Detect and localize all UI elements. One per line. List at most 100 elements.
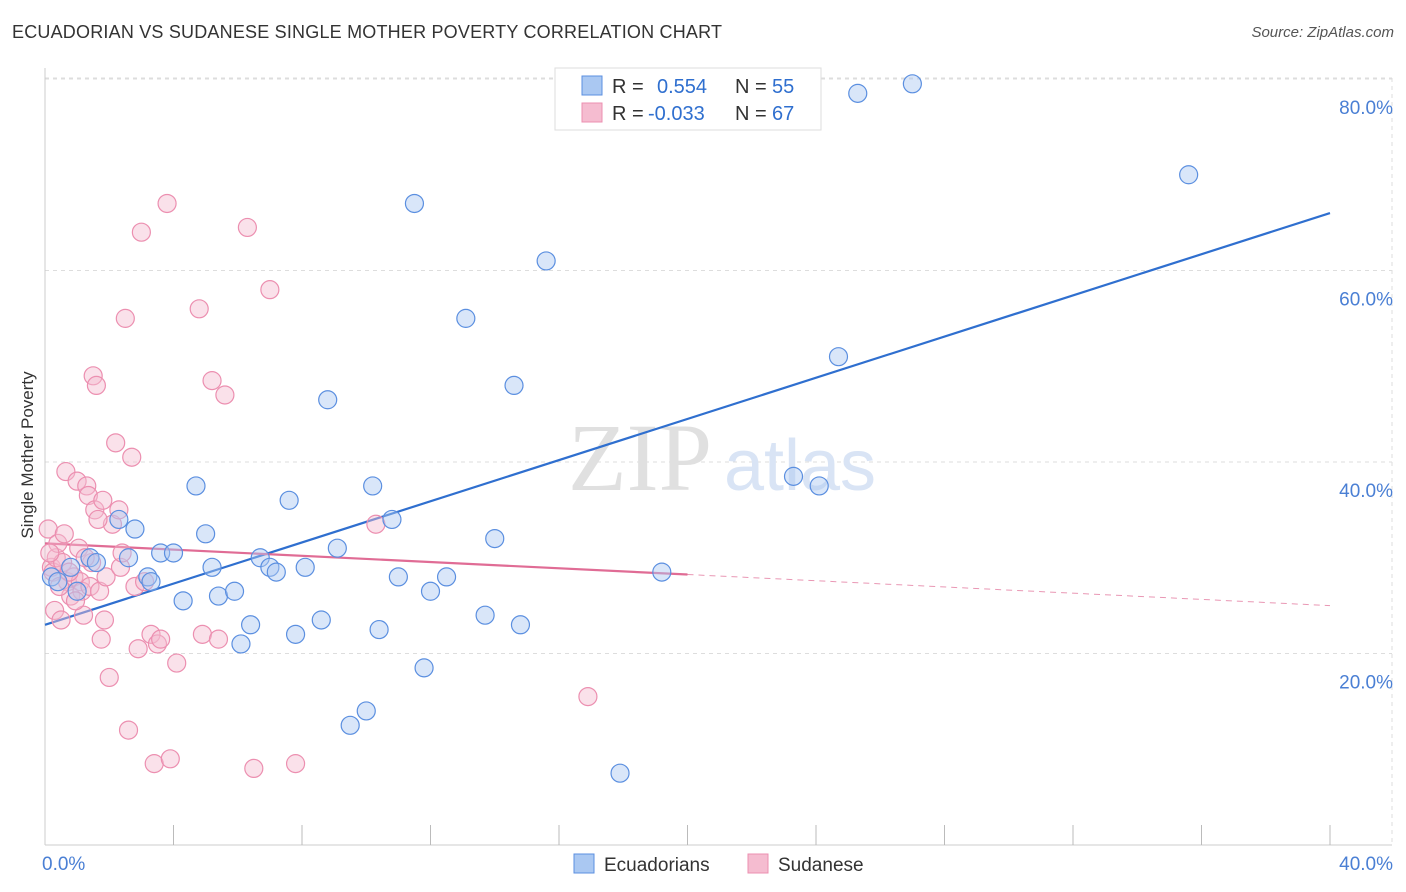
ecuadorian-point xyxy=(828,347,849,367)
ecuadorian-point xyxy=(208,586,229,606)
sudanese-point xyxy=(73,605,94,625)
ecuadorian-point xyxy=(504,375,524,395)
sudanese-point xyxy=(110,557,131,577)
sudanese-point xyxy=(244,758,264,779)
sudanese-point xyxy=(96,567,116,587)
ecuadorian-point xyxy=(369,619,389,640)
legend-r-value-1: -0.033 xyxy=(648,103,705,125)
correlation-legend: R = 0.554 N = 55 R = -0.033 N = 67 xyxy=(554,67,822,131)
watermark: ZIP atlas xyxy=(568,404,876,511)
ecuadorian-point xyxy=(610,763,630,783)
sudanese-point xyxy=(160,749,180,769)
legend-ecuadorians-label: Ecuadorians xyxy=(604,855,710,876)
ecuadorian-point xyxy=(485,528,505,549)
sudanese-point xyxy=(99,667,119,688)
sudanese-point xyxy=(80,576,100,597)
sudanese-point xyxy=(366,514,386,534)
ecuadorian-point xyxy=(318,390,338,410)
sudanese-point xyxy=(215,385,235,405)
ecuadorian-point xyxy=(109,509,129,530)
ecuadorian-point xyxy=(848,83,868,103)
grid-lines xyxy=(45,77,1393,845)
ecuadorian-point xyxy=(404,193,425,214)
ecuadorian-point xyxy=(241,615,261,635)
sudanese-point xyxy=(118,720,139,740)
y-axis-title: Single Mother Poverty xyxy=(18,371,37,539)
ecuadorian-point xyxy=(783,466,804,486)
sudanese-point xyxy=(51,610,71,630)
x-tick-label-start: 0.0% xyxy=(42,854,85,875)
sudanese-point xyxy=(90,581,110,601)
ecuadorian-point xyxy=(327,538,347,558)
ecuadorian-point xyxy=(295,557,315,577)
chart-title: ECUADORIAN VS SUDANESE SINGLE MOTHER POV… xyxy=(12,22,723,42)
sudanese-point xyxy=(77,476,97,496)
source-credit: Source: ZipAtlas.com xyxy=(1251,24,1394,41)
legend-ecuadorians-swatch xyxy=(573,853,595,874)
sudanese-point xyxy=(285,754,306,774)
ecuadorian-point xyxy=(61,557,81,577)
trend-lines xyxy=(44,212,1331,626)
ecuadorian-point xyxy=(902,74,922,94)
sudanese-point xyxy=(131,222,151,242)
ecuadorian-point xyxy=(118,548,139,568)
sudanese-point xyxy=(189,299,209,319)
legend-n-label-1: N = xyxy=(735,103,767,125)
ecuadorian-points xyxy=(41,74,1199,783)
sudanese-point xyxy=(40,543,60,563)
sudanese-point xyxy=(54,524,74,544)
sudanese-point xyxy=(65,591,86,611)
ecuadorian-point xyxy=(536,251,556,271)
x-tick-label-end: 40.0% xyxy=(1339,854,1393,875)
sudanese-point xyxy=(151,629,171,649)
ecuadorian-point xyxy=(1179,165,1199,185)
sudanese-point xyxy=(86,375,107,395)
ecuadorian-point xyxy=(224,581,245,601)
ecuadorian-point xyxy=(163,543,184,563)
ecuadorian-point xyxy=(125,519,145,539)
ecuadorian-point xyxy=(420,581,441,601)
sudanese-point xyxy=(45,600,65,621)
ecuadorian-point xyxy=(141,572,161,592)
ecuadorian-point xyxy=(285,624,306,644)
legend-swatch-pink xyxy=(581,102,603,123)
ecuadorian-point xyxy=(173,591,193,611)
ecuadorian-point xyxy=(279,490,299,510)
ecuadorian-point xyxy=(456,308,476,328)
ecuadorian-point xyxy=(414,658,434,678)
ecuadorian-point xyxy=(809,476,829,496)
ecuadorian-point xyxy=(356,701,376,721)
series-legend: Ecuadorians Sudanese xyxy=(573,853,864,876)
sudanese-point xyxy=(48,533,68,553)
sudanese-point xyxy=(202,371,222,391)
legend-r-value-0: 0.554 xyxy=(657,76,707,98)
ecuadorian-point xyxy=(86,552,107,573)
sudanese-point xyxy=(94,610,115,630)
ecuadorian-point xyxy=(196,524,216,544)
watermark-zip: ZIP xyxy=(568,404,712,511)
legend-n-value-1: 67 xyxy=(772,103,794,125)
sudanese-trend-line xyxy=(44,542,688,576)
sudanese-point xyxy=(237,217,257,238)
ecuadorian-point xyxy=(231,634,251,654)
ecuadorian-point xyxy=(475,605,495,625)
ecuadorians-trend-line xyxy=(44,212,1331,626)
y-tick-label-60: 60.0% xyxy=(1339,290,1393,311)
legend-n-label-0: N = xyxy=(735,76,767,98)
sudanese-point xyxy=(208,629,229,649)
ecuadorian-point xyxy=(67,581,87,601)
sudanese-point xyxy=(167,653,187,673)
axes xyxy=(44,68,1392,846)
sudanese-point xyxy=(75,548,95,568)
legend-r-label-1: R = xyxy=(612,103,644,125)
sudanese-point xyxy=(93,490,113,510)
ecuadorian-point xyxy=(202,557,222,577)
ecuadorian-point xyxy=(266,562,286,582)
legend-r-label-0: R = xyxy=(612,76,644,98)
sudanese-point xyxy=(192,624,213,644)
y-tick-label-20: 20.0% xyxy=(1339,673,1393,694)
sudanese-trend-extension xyxy=(687,574,1331,607)
ecuadorian-point xyxy=(311,610,331,630)
ecuadorian-point xyxy=(340,715,360,735)
